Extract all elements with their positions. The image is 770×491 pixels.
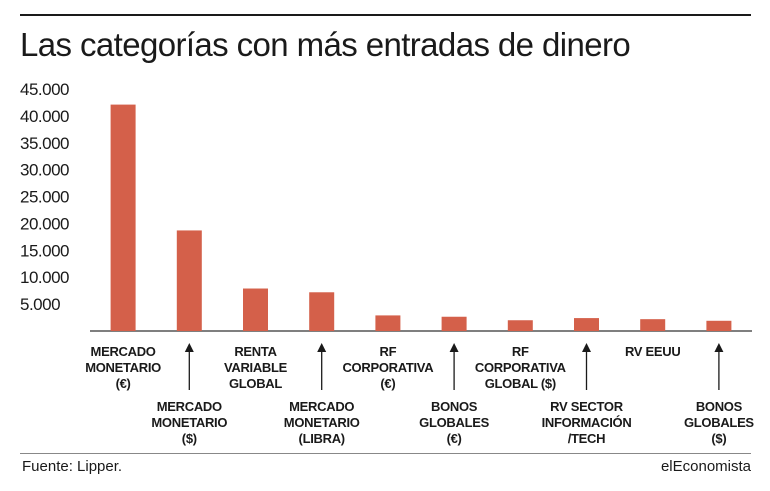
category-label-line: BONOS: [696, 399, 743, 414]
category-label-line: INFORMACIÓN: [542, 415, 632, 430]
source-note: Fuente: Lipper.: [22, 458, 123, 475]
category-label: RF CORPORATIVA (€): [342, 344, 434, 391]
category-label: RV EEUU: [625, 344, 680, 359]
category-label-line: MERCADO: [157, 399, 222, 414]
category-label-line: (€): [447, 431, 462, 446]
bar: [706, 320, 732, 331]
category-label-line: VARIABLE: [224, 360, 288, 375]
chart-title: Las categorías con más entradas de diner…: [20, 26, 631, 63]
bottom-rule: [20, 453, 751, 454]
category-label-line: GLOBAL: [229, 376, 282, 391]
y-tick-label: 15.000: [20, 241, 69, 260]
category-label: RV SECTOR INFORMACIÓN/TECH: [542, 399, 632, 446]
category-label: MERCADO MONETARIO ($): [151, 399, 227, 446]
bar: [243, 288, 268, 331]
category-label-line: RF: [380, 344, 397, 359]
category-label-line: CORPORATIVA: [342, 360, 434, 375]
category-label: RENTA VARIABLE GLOBAL: [224, 344, 288, 391]
y-tick-label: 25.000: [20, 188, 69, 207]
bar: [176, 230, 202, 331]
y-tick-label: 20.000: [20, 214, 69, 233]
bar: [110, 104, 136, 332]
category-label-line: MERCADO: [289, 399, 354, 414]
category-label-line: MONETARIO: [284, 415, 360, 430]
category-label-line: MERCADO: [91, 344, 156, 359]
category-label-line: ($): [711, 431, 726, 446]
category-label: BONOS GLOBALES (€): [419, 399, 489, 446]
top-rule: [20, 14, 751, 16]
bar: [441, 316, 467, 331]
bar: [309, 292, 335, 331]
category-label: BONOS GLOBALES ($): [684, 399, 754, 446]
category-label: RF CORPORATIVA GLOBAL ($): [475, 344, 567, 391]
category-label-line: MONETARIO: [85, 360, 161, 375]
category-label-line: GLOBALES: [419, 415, 489, 430]
y-tick-label: 40.000: [20, 107, 69, 126]
category-label-line: (€): [380, 376, 395, 391]
category-label-line: (LIBRA): [299, 431, 345, 446]
arrow-head-icon: [184, 343, 194, 352]
category-label-line: RENTA: [234, 344, 277, 359]
bar: [574, 318, 599, 331]
category-label: MERCADO MONETARIO (€): [85, 344, 161, 391]
category-label-line: (€): [116, 376, 131, 391]
bar: [640, 319, 666, 331]
category-label-line: /TECH: [568, 431, 606, 446]
arrow-head-icon: [714, 343, 724, 352]
category-label-line: RF: [512, 344, 529, 359]
arrow-head-icon: [317, 343, 327, 352]
category-label: MERCADO MONETARIO (LIBRA): [284, 399, 360, 446]
y-tick-label: 30.000: [20, 161, 69, 180]
category-label-line: RV EEUU: [625, 344, 680, 359]
category-label-line: BONOS: [431, 399, 478, 414]
y-tick-label: 35.000: [20, 134, 69, 153]
category-label-line: GLOBAL ($): [485, 376, 556, 391]
brand-logo: elEconomista: [660, 458, 751, 475]
category-label-line: ($): [182, 431, 197, 446]
bar: [375, 315, 401, 331]
y-tick-label: 45.000: [20, 80, 69, 99]
category-label-line: MONETARIO: [151, 415, 227, 430]
y-tick-label: 5.000: [20, 295, 60, 314]
arrow-head-icon: [449, 343, 459, 352]
bar: [507, 320, 533, 331]
arrow-head-icon: [582, 343, 591, 352]
category-label-line: CORPORATIVA: [475, 360, 567, 375]
category-label-line: GLOBALES: [684, 415, 754, 430]
category-label-line: RV SECTOR: [550, 399, 624, 414]
y-tick-label: 10.000: [20, 268, 69, 287]
